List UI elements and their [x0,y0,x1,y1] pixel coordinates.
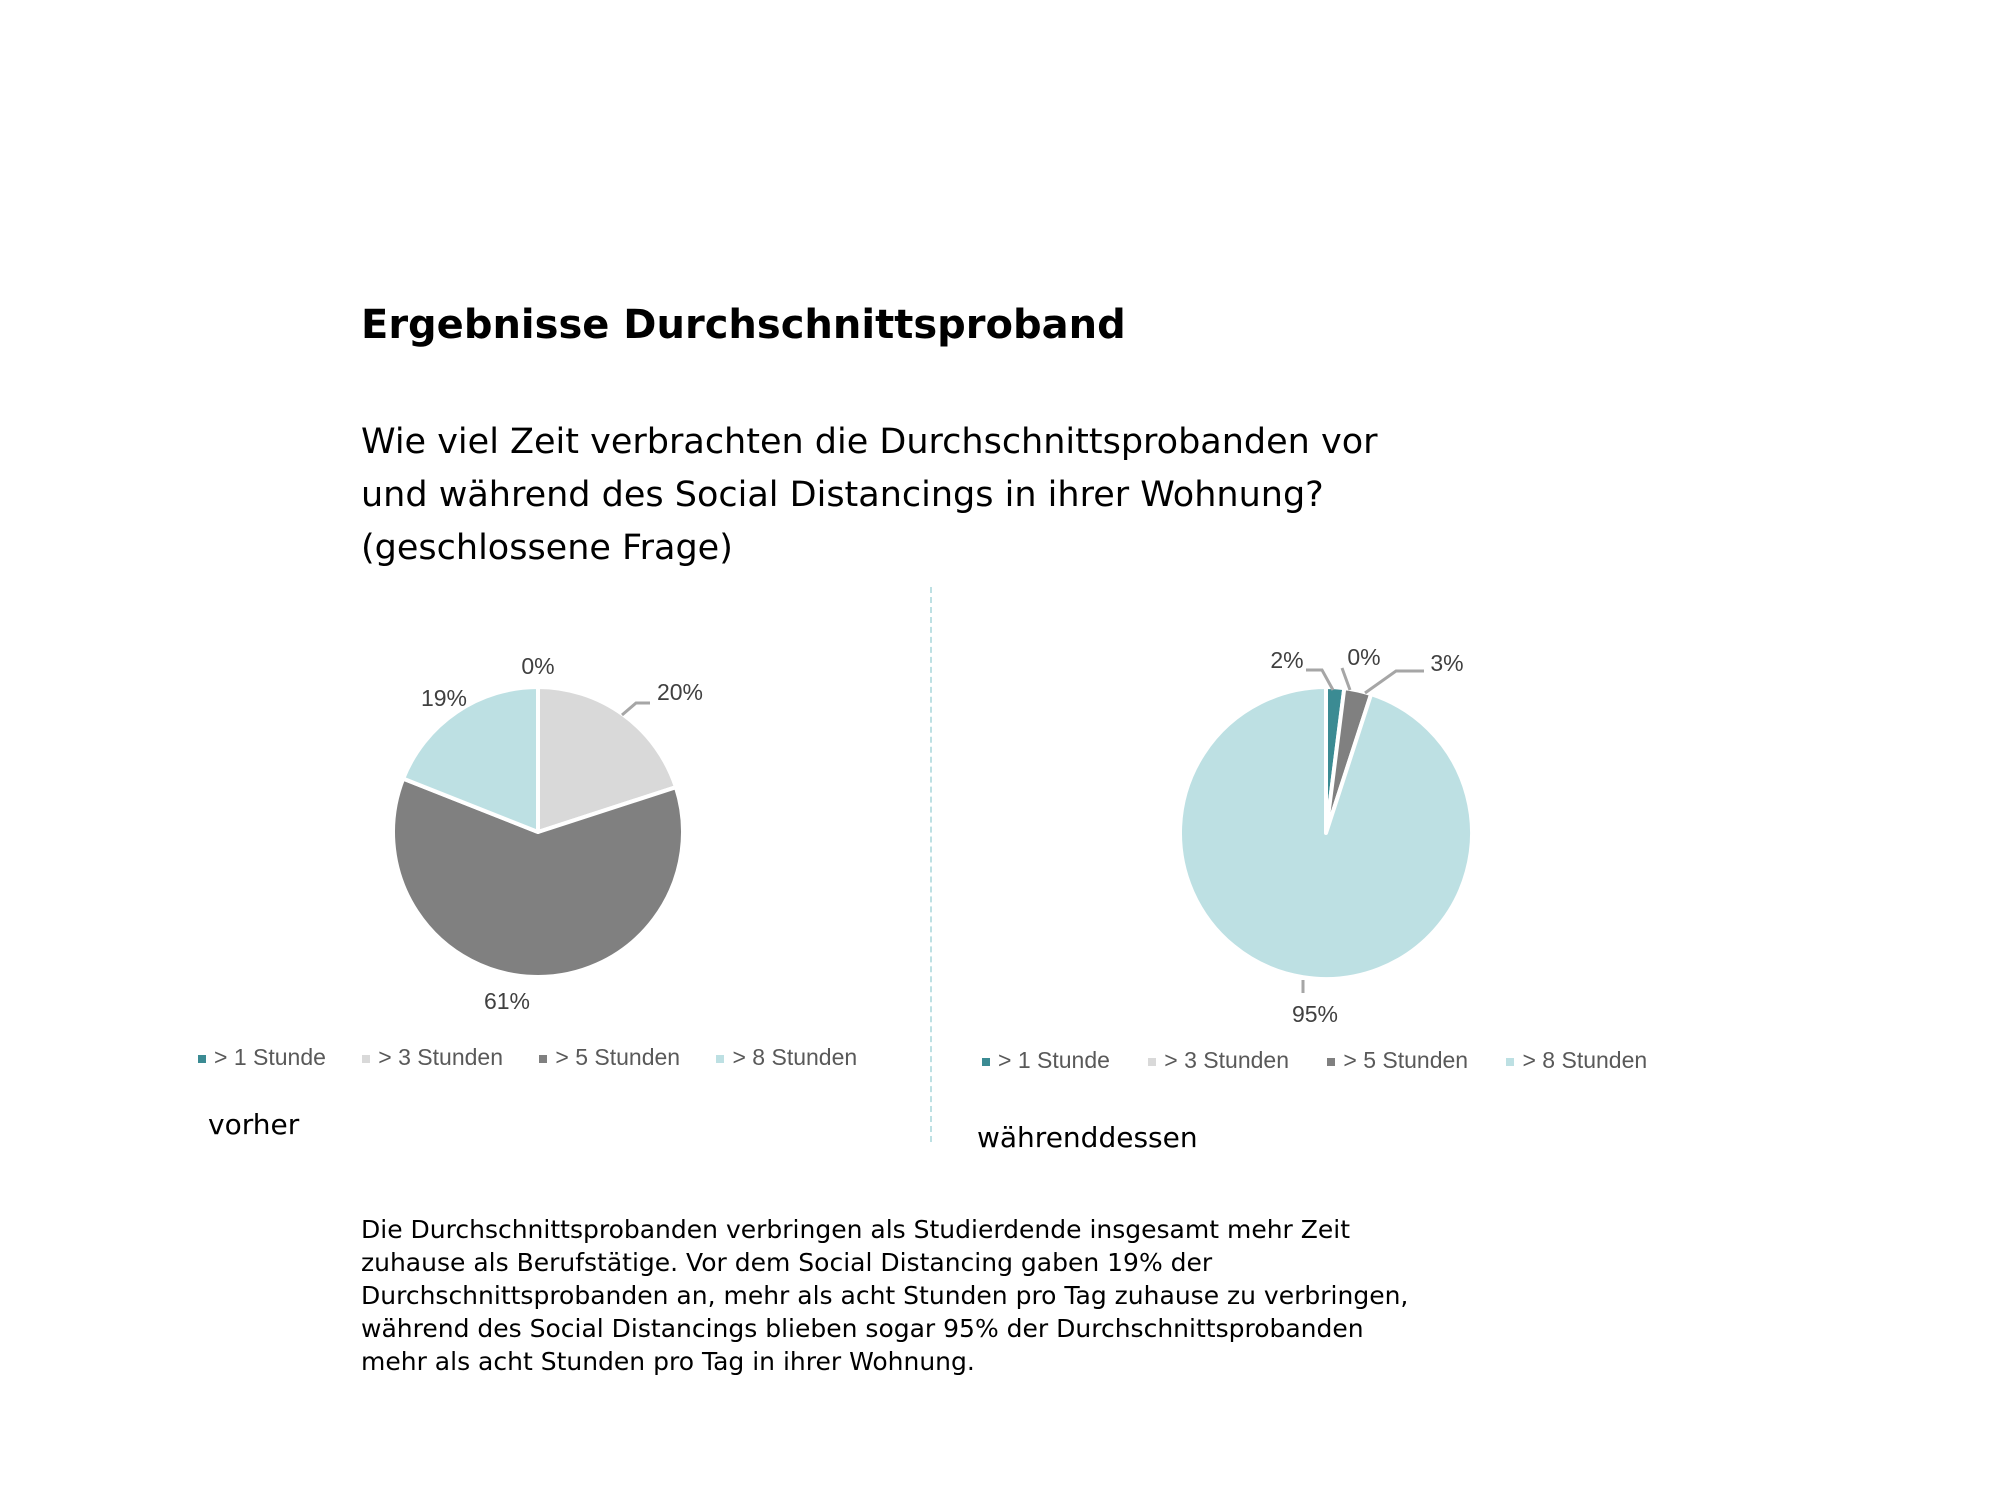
body-line-5: mehr als acht Stunden pro Tag in ihrer W… [361,1347,975,1376]
legend-item: > 8 Stunden [1506,1047,1647,1073]
chart-divider [930,587,932,1142]
data-label: 61% [484,988,530,1014]
caption-vorher: vorher [208,1108,300,1141]
leader-line [621,701,650,717]
legend-item: > 1 Stunde [982,1047,1110,1073]
legend-swatch-icon [716,1054,725,1063]
body-line-1: Die Durchschnittsprobanden verbringen al… [361,1215,1351,1244]
question-line-1: Wie viel Zeit verbrachten die Durchschni… [361,422,1378,462]
legend-label: > 5 Stunden [555,1044,681,1070]
leader-line [1340,667,1352,691]
legend-swatch-icon [362,1054,371,1063]
legend-swatch-icon [982,1057,990,1066]
body-line-4: während des Social Distancings blieben s… [361,1314,1364,1343]
legend-label: > 8 Stunden [732,1044,858,1070]
legend-swatch-icon [539,1054,548,1063]
legend-label: > 3 Stunden [378,1044,503,1070]
data-label: 2% [1270,647,1303,673]
legend-item: > 8 Stunden [716,1044,857,1070]
data-label: 0% [521,653,554,679]
data-label: 3% [1430,650,1463,676]
legend-item: > 5 Stunden [539,1044,680,1070]
legend-item: > 3 Stunden [362,1044,503,1070]
leader-line [1306,668,1335,691]
legend-label: > 5 Stunden [1343,1047,1469,1073]
pie-slice-waehrenddessen-3 [1178,685,1474,981]
body-line-2: zuhause als Berufstätige. Vor dem Social… [361,1248,1213,1277]
page-title: Ergebnisse Durchschnittsproband [361,302,1126,348]
legend-label: > 1 Stunde [998,1047,1110,1073]
legend-label: > 8 Stunden [1522,1047,1648,1073]
legend-swatch-icon [1327,1057,1336,1066]
data-label: 95% [1292,1001,1338,1027]
legend-label: > 1 Stunde [214,1044,326,1070]
question-line-2: und während des Social Distancings in ih… [361,475,1324,515]
data-label: 20% [657,679,703,705]
legend-swatch-icon [1148,1057,1157,1066]
body-line-3: Durchschnittsprobanden an, mehr als acht… [361,1281,1409,1310]
legend-waehrenddessen: > 1 Stunde > 3 Stunden > 5 Stunden > 8 S… [982,1047,1647,1074]
legend-item: > 3 Stunden [1148,1047,1289,1073]
legend-item: > 5 Stunden [1327,1047,1468,1073]
legend-swatch-icon [198,1054,206,1063]
legend-vorher: > 1 Stunde > 3 Stunden > 5 Stunden > 8 S… [198,1044,857,1071]
pie-slice-vorher-2 [391,776,685,979]
data-label: 19% [421,685,467,711]
pie-slice-vorher-3 [401,685,540,834]
data-label: 0% [1347,644,1380,670]
legend-item: > 1 Stunde [198,1044,326,1070]
caption-waehrenddessen: währenddessen [977,1121,1198,1154]
question-line-3: (geschlossene Frage) [361,528,733,568]
legend-swatch-icon [1506,1057,1515,1066]
legend-label: > 3 Stunden [1164,1047,1289,1073]
leader-line [1364,669,1424,695]
